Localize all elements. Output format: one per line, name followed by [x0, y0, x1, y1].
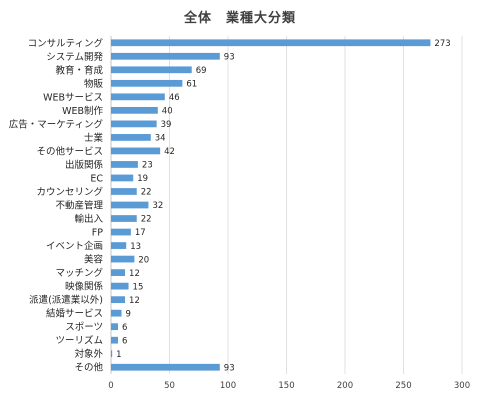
data-label: 61: [186, 80, 197, 90]
bar: [111, 93, 165, 101]
x-tick-label: 250: [395, 381, 411, 391]
x-tick-label: 300: [454, 381, 470, 391]
data-label: 19: [137, 174, 148, 184]
bar: [111, 79, 183, 87]
bar: [111, 215, 137, 222]
category-label: 派遣(派遣業以外): [29, 294, 103, 306]
category-label: 出版関係: [65, 159, 104, 171]
bar: [111, 161, 138, 168]
category-label: WEBサービス: [43, 92, 103, 103]
data-label: 13: [130, 242, 141, 252]
bar: [111, 188, 137, 195]
category-label: WEB制作: [62, 105, 103, 117]
data-label: 15: [133, 282, 144, 292]
category-label: その他: [74, 362, 103, 374]
bar: [111, 323, 119, 331]
category-label: 対象外: [74, 348, 103, 360]
x-tick-label: 150: [278, 381, 294, 391]
category-label: イベント企画: [46, 240, 103, 252]
x-tick-label: 200: [337, 381, 353, 391]
data-label: 32: [152, 201, 163, 211]
category-label: ツーリズム: [55, 335, 103, 347]
data-label: 12: [129, 296, 140, 306]
data-label: 23: [142, 161, 153, 171]
data-label: 22: [141, 215, 152, 225]
category-label: 物販: [84, 78, 104, 90]
category-label: カウンセリング: [36, 186, 103, 198]
data-label: 20: [138, 255, 149, 265]
bar: [111, 106, 158, 114]
bar: [111, 255, 135, 263]
bar: [111, 228, 131, 236]
data-label: 40: [162, 107, 173, 117]
chart-title: 全体 業種大分類: [183, 11, 296, 26]
bar: [111, 269, 126, 276]
bar: [111, 350, 113, 358]
x-tick-label: 100: [220, 381, 236, 391]
category-label: 美容: [84, 254, 104, 266]
category-label: マッチング: [55, 267, 103, 279]
bar: [111, 309, 122, 317]
bar: [111, 296, 126, 304]
category-label: 士業: [84, 132, 104, 144]
category-label: システム開発: [46, 51, 103, 63]
x-tick-label: 50: [164, 381, 175, 391]
data-label: 17: [135, 228, 146, 238]
data-label: 22: [141, 188, 152, 198]
bar: [111, 174, 134, 182]
bar: [111, 39, 431, 47]
data-label: 93: [224, 363, 235, 373]
bar: [111, 66, 192, 74]
category-label: 不動産管理: [55, 200, 103, 212]
category-label: 教育・育成: [55, 64, 103, 76]
data-label: 46: [169, 93, 180, 103]
category-label: その他サービス: [36, 145, 103, 157]
category-label: 広告・マーケティング: [9, 118, 104, 130]
data-label: 39: [161, 120, 172, 130]
bar: [111, 52, 220, 60]
category-label: 映像関係: [65, 281, 104, 293]
category-label: スポーツ: [65, 322, 103, 333]
data-label: 93: [224, 52, 235, 62]
data-label: 42: [164, 147, 175, 157]
category-label: FP: [92, 228, 103, 239]
data-label: 1: [116, 350, 121, 360]
bar: [111, 201, 149, 209]
data-label: 6: [122, 323, 127, 333]
bar: [111, 282, 129, 290]
data-label: 6: [122, 336, 127, 346]
bar: [111, 363, 220, 371]
category-label: 輸出入: [74, 213, 103, 225]
data-label: 273: [434, 39, 450, 49]
bar: [111, 242, 127, 249]
data-label: 34: [155, 134, 166, 144]
category-label: EC: [90, 173, 103, 184]
bar: [111, 134, 151, 141]
data-label: 69: [196, 66, 207, 76]
category-label: 結婚サービス: [46, 308, 103, 320]
bar: [111, 336, 119, 344]
bar: [111, 147, 161, 155]
data-label: 9: [126, 309, 131, 319]
data-label: 12: [129, 269, 140, 279]
x-tick-label: 0: [108, 381, 113, 391]
category-label: コンサルティング: [28, 37, 104, 49]
bar: [111, 120, 157, 128]
